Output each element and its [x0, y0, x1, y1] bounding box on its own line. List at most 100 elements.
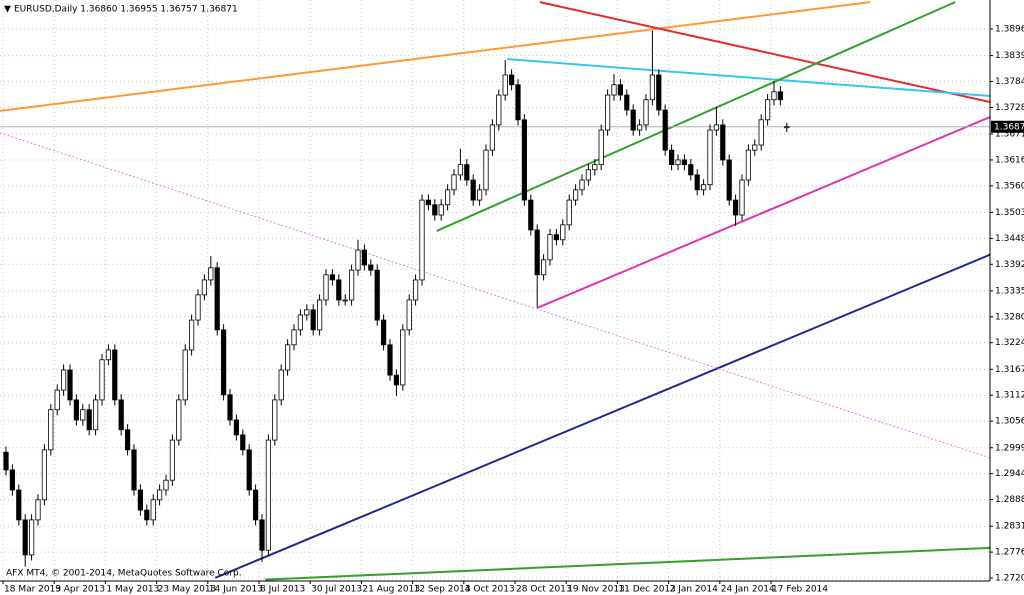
candle-body: [182, 349, 188, 401]
candle-body: [323, 274, 329, 301]
candle-body: [73, 399, 79, 421]
candle-body: [41, 449, 48, 501]
candle-body: [784, 126, 790, 129]
candle-body: [541, 259, 547, 276]
candle-body: [67, 369, 73, 401]
candle-body: [688, 164, 694, 176]
candle-body: [425, 199, 432, 206]
candle-body: [451, 174, 457, 191]
candle-body: [713, 124, 720, 131]
candle-body: [637, 124, 643, 131]
x-tick-label: 12 Sep 2013: [414, 585, 471, 595]
y-tick-label: 1.28315: [995, 522, 1024, 532]
candle-body: [502, 74, 508, 96]
candle-body: [726, 159, 732, 201]
y-tick-label: 1.27205: [995, 574, 1024, 584]
y-tick-label: 1.36715: [995, 130, 1024, 140]
candle-body: [476, 189, 483, 201]
candle-body: [649, 74, 656, 101]
candle-body: [745, 149, 752, 181]
candle-body: [406, 299, 412, 331]
candle-body: [150, 499, 156, 521]
candle-body: [3, 451, 9, 471]
candle-body: [566, 199, 572, 226]
candle-body: [304, 309, 310, 316]
candle-body: [515, 84, 521, 121]
candle-body: [188, 319, 195, 351]
candle-body: [163, 479, 169, 491]
trendline: [265, 546, 990, 581]
candle-body: [48, 409, 54, 451]
candle-body: [617, 84, 624, 96]
candle-body: [393, 374, 400, 386]
candle-body: [54, 389, 60, 411]
trendline: [507, 58, 990, 97]
y-tick-label: 1.35605: [995, 181, 1024, 191]
y-tick-label: 1.29440: [995, 469, 1024, 479]
candle-body: [675, 159, 681, 166]
candle-body: [598, 129, 604, 166]
candle-body: [125, 429, 131, 451]
x-tick-label: 8 Jul 2013: [260, 585, 305, 595]
candle-body: [643, 99, 649, 126]
x-tick-label: 30 Jul 2013: [311, 585, 362, 595]
y-tick-label: 1.35035: [995, 208, 1024, 218]
candle-body: [348, 269, 355, 301]
candle-body: [195, 294, 201, 321]
candle-body: [374, 269, 380, 321]
candle-body: [771, 91, 777, 101]
candle-body: [701, 184, 707, 191]
y-tick-label: 1.28885: [995, 495, 1024, 505]
candle-body: [227, 394, 233, 421]
candle-body: [240, 434, 246, 451]
x-tick-label: 24 Jan 2014: [721, 585, 775, 595]
candle-body: [355, 249, 361, 271]
trendline: [214, 253, 990, 579]
y-tick-label: 1.37285: [995, 103, 1024, 113]
candle-body: [137, 489, 143, 511]
candle-body: [9, 469, 15, 491]
candle-body: [765, 99, 771, 121]
watermark: AFX MT4, © 2001-2014, MetaQuotes Softwar…: [6, 569, 242, 579]
trendline: [0, 1, 871, 112]
candle-body: [278, 369, 284, 401]
candle-body: [733, 199, 739, 216]
candle-body: [265, 439, 272, 551]
candle-body: [573, 189, 579, 201]
y-tick-label: 1.38965: [995, 24, 1024, 34]
candle-body: [739, 179, 745, 216]
candle-body: [553, 234, 560, 241]
collapse-icon[interactable]: ▼: [4, 5, 11, 15]
x-tick-label: 2 Jan 2014: [670, 585, 718, 595]
y-tick-label: 1.33925: [995, 260, 1024, 270]
candle-body: [611, 84, 617, 96]
candle-body: [156, 489, 163, 501]
candle-body: [662, 109, 668, 151]
candle-body: [387, 344, 393, 376]
candle-body: [131, 449, 137, 491]
candles: [3, 30, 790, 567]
candle-body: [220, 329, 227, 396]
candle-body: [630, 109, 636, 131]
y-tick-label: 1.30565: [995, 417, 1024, 427]
candle-body: [28, 519, 35, 556]
y-tick-label: 1.29995: [995, 443, 1024, 453]
candle-body: [35, 499, 41, 521]
candle-body: [624, 94, 630, 111]
candle-body: [592, 164, 598, 171]
candle-body: [579, 179, 585, 191]
y-tick-label: 1.31675: [995, 365, 1024, 375]
candle-body: [496, 94, 502, 126]
candle-body: [272, 399, 278, 441]
y-tick-label: 1.32245: [995, 338, 1024, 348]
candle-body: [201, 279, 207, 296]
candle-body: [400, 329, 406, 386]
candle-body: [432, 204, 438, 216]
x-tick-label: 4 Oct 2013: [465, 585, 515, 595]
candle-body: [438, 204, 444, 216]
x-tick-label: 17 Feb 2014: [772, 585, 828, 595]
candle-body: [336, 279, 342, 301]
candle-body: [80, 409, 86, 421]
candle-body: [380, 319, 387, 346]
